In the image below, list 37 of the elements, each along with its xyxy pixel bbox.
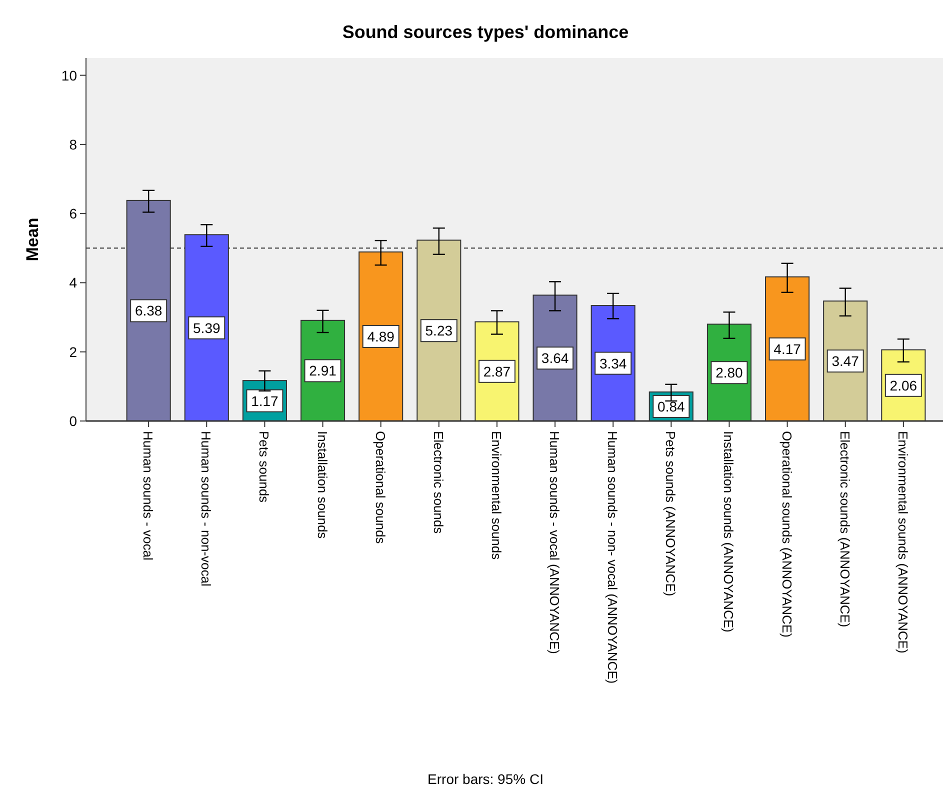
x-tick-label: Installation sounds (314, 431, 330, 540)
y-axis-title: Mean (23, 218, 42, 262)
x-tick-label: Environmental sounds (ANNOYANCE) (895, 431, 910, 654)
y-tick-label: 2 (69, 344, 78, 360)
chart-title: Sound sources types' dominance (342, 22, 629, 42)
text: Error bars: 95% CI (428, 771, 544, 787)
data-label: 4.89 (367, 328, 395, 344)
data-label: 3.64 (541, 350, 569, 366)
x-tick-label: Human sounds - non-vocal (198, 431, 214, 586)
x-tick-label: Human sounds - vocal (140, 431, 156, 560)
data-label: 4.17 (774, 340, 802, 357)
y-tick-label: 4 (69, 274, 78, 291)
x-tick-label: Electronic sounds (430, 431, 446, 534)
y-tick-label: 10 (61, 67, 78, 84)
x-tick-label: Human sounds - non- vocal (ANNOYANCE) (605, 431, 620, 684)
x-tick-label: Pets sounds (ANNOYANCE) (663, 431, 678, 596)
y-tick-label: 0 (69, 413, 78, 429)
x-tick-label: Operational sounds (ANNOYANCE) (779, 431, 794, 638)
data-label: 2.91 (309, 362, 337, 379)
data-label: 0.84 (658, 398, 685, 414)
y-tick-label: 8 (69, 136, 78, 152)
data-label: 5.23 (425, 322, 453, 339)
y-tick-label: 6 (69, 206, 78, 222)
data-label: 1.17 (251, 392, 279, 409)
data-label: 2.87 (483, 363, 511, 380)
data-label: 3.34 (599, 355, 627, 372)
data-label: 5.39 (193, 320, 220, 336)
x-tick-label: Operational sounds (372, 431, 388, 544)
data-label: 3.47 (832, 353, 860, 370)
x-tick-label: Human sounds - vocal (ANNOYANCE) (547, 431, 562, 654)
x-tick-label: Pets sounds (256, 431, 272, 504)
data-label: 2.06 (890, 377, 918, 394)
x-tick-label: Environmental sounds (488, 431, 504, 560)
x-tick-label: Electronic sounds (ANNOYANCE) (837, 431, 852, 628)
x-tick-label: Installation sounds (ANNOYANCE) (721, 431, 736, 632)
data-label: 2.80 (716, 364, 744, 381)
data-label: 6.38 (134, 302, 162, 319)
